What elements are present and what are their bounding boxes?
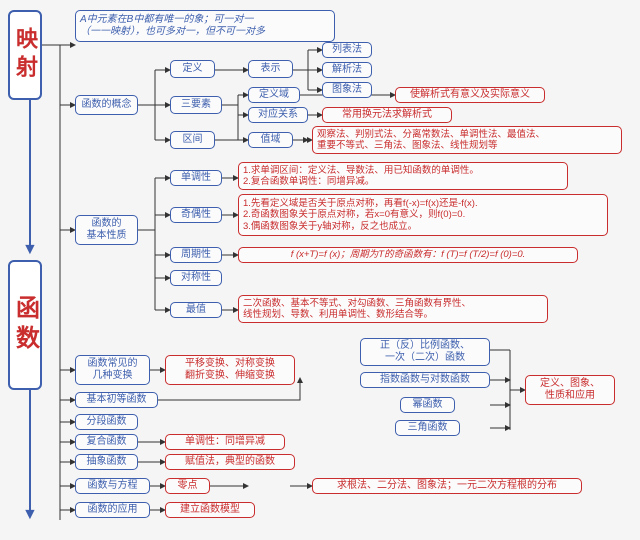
side-title-mapping: 映射 [8,10,42,100]
side-title-function: 函数 [8,260,42,390]
node-trig: 三角函数 [395,420,460,436]
node-sym: 对称性 [170,270,222,286]
node-power: 幂函数 [400,397,455,413]
node-def-graph-app: 定义、图象、 性质和应用 [525,375,615,405]
node-app: 函数的应用 [75,502,150,518]
node-zero: 零点 [165,478,210,494]
node-extreme-note: 二次函数、基本不等式、对勾函数、三角函数有界性、 线性规划、导数、利用单调性、数… [238,295,548,323]
node-period-note: f (x+T)=f (x)；周期为T的奇函数有：f (T)=f (T/2)=f … [238,247,578,263]
node-mono-note: 1.求单调区间：定义法、导数法、用已知函数的单调性。 2.复合函数单调性：同增异… [238,162,568,190]
node-basic-elem: 基本初等函数 [75,392,158,408]
node-analytic: 解析法 [322,62,372,78]
node-transforms-note: 平移变换、对称变换 翻折变换、伸缩变换 [165,355,295,385]
node-rel-note: 常用换元法求解析式 [322,107,452,123]
node-three-elements: 三要素 [170,96,222,114]
node-zero-note: 求根法、二分法、图象法；一元二次方程根的分布 [312,478,582,494]
node-rep: 表示 [248,60,293,78]
node-app-note: 建立函数模型 [165,502,255,518]
node-range: 值域 [248,132,293,148]
node-exp-log: 指数函数与对数函数 [360,372,490,388]
node-mapping-def: A中元素在B中都有唯一的象；可一对一 （一一映射），也可多对一，但不可一对多 [75,10,335,42]
node-def: 定义 [170,60,215,78]
node-eqn: 函数与方程 [75,478,150,494]
node-transforms: 函数常见的 几种变换 [75,355,150,385]
node-graph: 图象法 [322,82,372,98]
node-abstract: 抽象函数 [75,454,138,470]
node-period: 周期性 [170,247,222,263]
node-extreme: 最值 [170,302,222,318]
node-list: 列表法 [322,42,372,58]
node-parity-note: 1.先看定义域是否关于原点对称，再看f(-x)=f(x)还是-f(x). 2.奇… [238,194,608,236]
node-concept: 函数的概念 [75,95,138,115]
node-domain-note: 使解析式有意义及实际意义 [395,87,545,103]
node-mono: 单调性 [170,170,222,186]
node-interval: 区间 [170,131,215,149]
node-parity: 奇偶性 [170,207,222,223]
node-composite-note: 单调性：同增异减 [165,434,285,450]
arrow-below-function: ▼ [22,390,38,524]
arrow-between-titles: ▼ [22,100,38,259]
node-prop-fn: 正（反）比例函数、 一次（二次）函数 [360,338,490,366]
node-range-note: 观察法、判别式法、分离常数法、单调性法、最值法、 重要不等式、三角法、图象法、线… [312,126,622,154]
node-composite: 复合函数 [75,434,138,450]
node-domain: 定义域 [248,87,300,103]
node-piecewise: 分段函数 [75,414,138,430]
node-props: 函数的 基本性质 [75,215,138,245]
node-abstract-note: 赋值法，典型的函数 [165,454,295,470]
node-rel: 对应关系 [248,107,308,123]
